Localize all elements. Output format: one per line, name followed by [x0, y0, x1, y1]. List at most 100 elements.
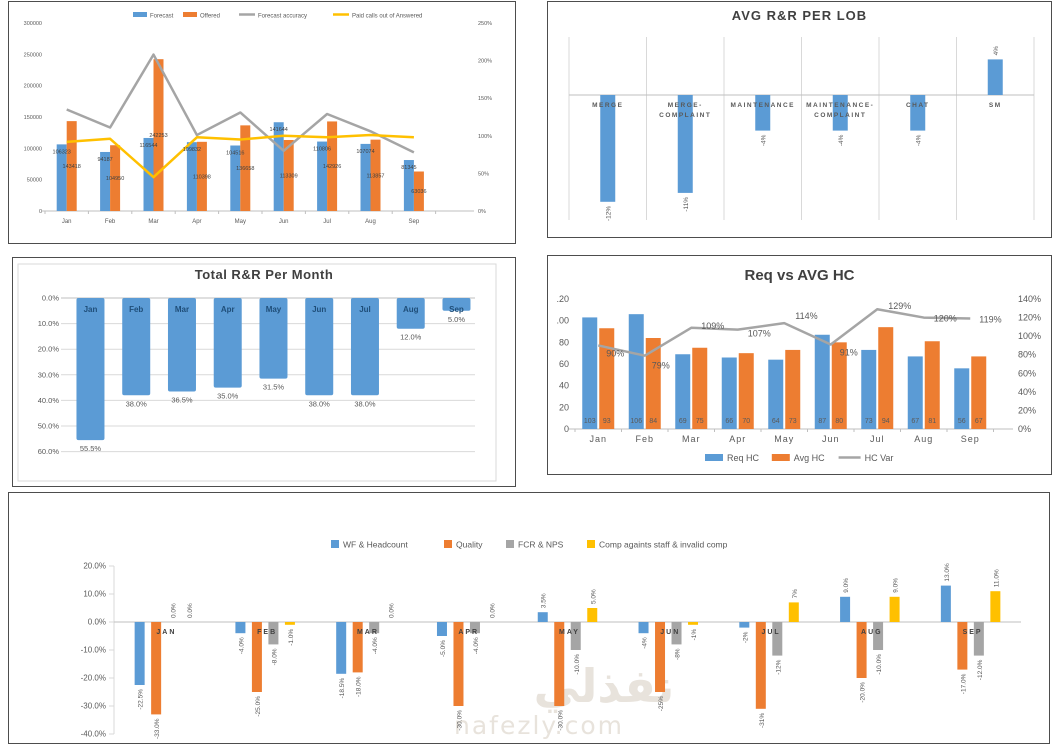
- data-label: 38.0%: [126, 399, 148, 408]
- data-label-avg: 75: [696, 418, 704, 425]
- y-axis-tick: 10.0%: [38, 319, 60, 328]
- bar-req-hc: [675, 354, 691, 429]
- bar-req-hc: [768, 359, 784, 429]
- bar-blue: [235, 622, 246, 634]
- data-label-req: 56: [958, 418, 966, 425]
- data-label-offered: 104950: [106, 176, 124, 182]
- left-axis-tick: 20: [559, 402, 569, 412]
- month-label: MAR: [357, 629, 379, 636]
- bar-month: [213, 298, 242, 388]
- right-axis-tick: 50%: [478, 171, 489, 177]
- month-label: AUG: [861, 629, 883, 636]
- data-label: 55.5%: [80, 444, 102, 453]
- bar-orange: [352, 622, 363, 673]
- line-label: 119%: [979, 315, 1001, 325]
- data-label: 3.5%: [541, 593, 548, 608]
- y-axis-tick: 40.0%: [38, 396, 60, 405]
- left-axis-tick: 0: [564, 424, 569, 434]
- bar-orange: [957, 622, 968, 670]
- bar-yellow: [587, 608, 598, 622]
- category-label: COMPLAINT: [814, 112, 866, 119]
- data-label-req: 103: [584, 418, 596, 425]
- category-label: Mar: [148, 219, 158, 225]
- data-label: -33.0%: [154, 718, 161, 739]
- data-label: -4%: [916, 134, 923, 146]
- bar-forecast: [56, 144, 67, 211]
- left-axis-tick: 250000: [24, 52, 42, 58]
- data-label-forecast: 110806: [313, 147, 331, 153]
- data-label: -31%: [759, 713, 766, 728]
- bar-lob: [832, 95, 848, 131]
- category-label: MAINTENANCE: [730, 102, 795, 109]
- legend-label: Forecast: [150, 14, 174, 20]
- line-label: 114%: [795, 311, 817, 321]
- line-label: 129%: [888, 301, 911, 311]
- data-label-offered: 143418: [63, 164, 81, 170]
- bar-avg-hc: [738, 353, 754, 429]
- data-label: -1%: [691, 629, 698, 641]
- bar-forecast: [403, 160, 414, 211]
- data-label: -4%: [642, 637, 649, 649]
- right-axis-tick: 40%: [1018, 387, 1036, 397]
- chart-title-req-vs-avg-hc: Req vs AVG HC: [744, 267, 855, 284]
- legend-label: Forecast accuracy: [258, 14, 307, 20]
- left-axis-tick: 50000: [27, 178, 42, 184]
- data-label-avg: 94: [882, 418, 890, 425]
- category-label: Feb: [105, 219, 116, 225]
- data-label-avg: 67: [975, 418, 983, 425]
- legend-label: Quality: [456, 540, 483, 550]
- data-label-forecast: 141644: [270, 127, 288, 133]
- category-label: Jul: [870, 434, 885, 444]
- month-label: Mar: [175, 305, 189, 314]
- bar-gray: [772, 622, 783, 656]
- bar-month: [76, 298, 105, 441]
- category-label: Jul: [323, 219, 331, 225]
- data-label-offered: 136658: [236, 166, 254, 172]
- bar-avg-hc: [878, 327, 894, 429]
- data-label: 12.0%: [400, 333, 422, 342]
- legend-label: Paid calls out of Answered: [352, 14, 422, 20]
- month-label: JAN: [156, 629, 176, 636]
- y-axis-tick: 30.0%: [38, 370, 60, 379]
- y-axis-tick: 20.0%: [83, 562, 106, 571]
- data-label: 9.0%: [843, 578, 850, 593]
- bar-orange: [554, 622, 565, 706]
- total-rr-per-month-chart-svg: 0.0% 10.0% 20.0% 30.0% 40.0% 50.0% 60.0% Jan Feb…: [17, 263, 497, 482]
- chart-title-avg-rr-per-lob: AVG R&R PER LOB: [731, 8, 868, 23]
- category-label: Jan: [62, 219, 72, 225]
- month-label: Aug: [403, 305, 419, 314]
- legend-swatch: [506, 540, 514, 548]
- right-axis-tick: 250%: [478, 21, 492, 27]
- legend-label: FCR & NPS: [518, 540, 564, 550]
- bar-forecast: [143, 137, 154, 211]
- bar-req-hc: [628, 314, 644, 429]
- category-label: Jan: [589, 434, 607, 444]
- data-label: 38.0%: [309, 399, 331, 408]
- legend-label: Avg HC: [794, 453, 825, 463]
- data-label: 36.5%: [171, 395, 193, 404]
- bar-orange: [251, 622, 262, 692]
- bar-gray: [469, 622, 480, 634]
- y-axis-tick: 0.0%: [42, 294, 59, 303]
- bar-orange: [755, 622, 766, 709]
- legend-swatch: [771, 454, 790, 461]
- bar-month: [167, 298, 196, 392]
- left-axis-tick: 150000: [24, 115, 42, 121]
- data-label-forecast: 116544: [140, 143, 158, 149]
- bar-req-hc: [907, 356, 923, 429]
- req-vs-avg-hc-chart-svg: 0 20 40 60 80 .00 .20 0% 20% 40% 60% 80% 100% 120% 140…: [556, 294, 1041, 463]
- left-axis-tick: 80: [559, 337, 569, 347]
- data-label-offered: 242253: [149, 133, 167, 139]
- data-label: 0.0%: [171, 603, 178, 618]
- bar-offered: [153, 59, 164, 211]
- legend-label: Comp againts staff & invalid comp: [599, 540, 728, 550]
- category-label: Jun: [822, 434, 840, 444]
- bar-lob: [600, 95, 616, 202]
- bar-yellow: [990, 591, 1001, 622]
- category-label: Aug: [914, 434, 933, 444]
- data-label-req: 64: [772, 418, 780, 425]
- y-axis-tick: -10.0%: [81, 646, 106, 655]
- bar-blue: [940, 585, 951, 622]
- paid-calls-line: [66, 133, 414, 179]
- data-label: -8%: [675, 648, 682, 660]
